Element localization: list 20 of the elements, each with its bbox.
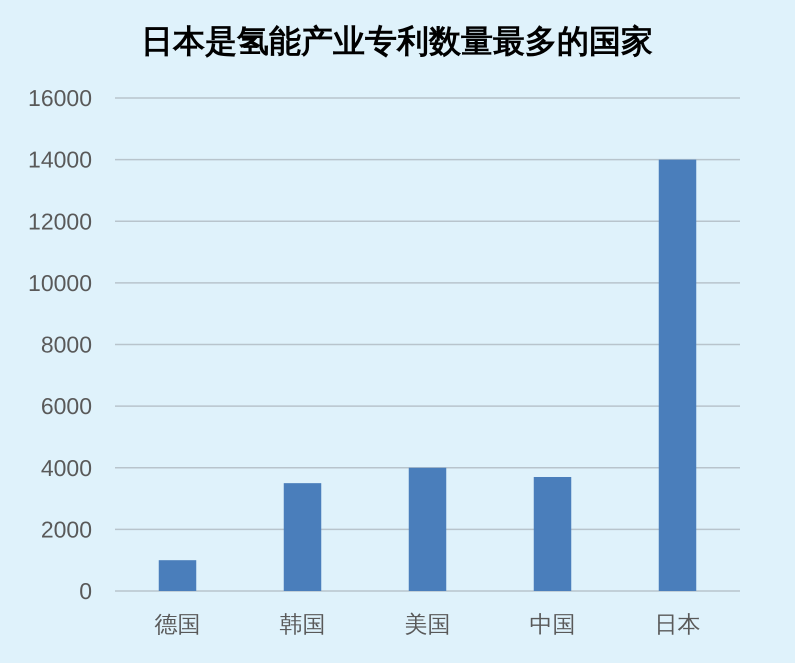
bar [658,160,696,591]
y-tick-label: 10000 [28,270,92,296]
chart-title: 日本是氢能产业专利数量最多的国家 [141,22,653,60]
y-tick-label: 0 [79,578,92,604]
y-tick-label: 2000 [40,516,92,542]
y-tick-label: 16000 [28,85,92,111]
y-tick-label: 14000 [28,146,92,173]
x-tick-label: 德国 [154,612,200,638]
x-tick-label: 美国 [404,612,450,638]
y-tick-label: 12000 [28,208,92,234]
bar [158,560,196,591]
bar [408,468,446,591]
y-tick-label: 8000 [40,332,92,358]
y-tick-label: 4000 [40,454,92,481]
bar [284,483,322,591]
x-tick-label: 日本 [654,612,700,638]
y-tick-label: 6000 [40,393,92,420]
bar [534,476,572,591]
x-tick-label: 韩国 [280,612,326,638]
x-tick-label: 中国 [530,612,576,638]
